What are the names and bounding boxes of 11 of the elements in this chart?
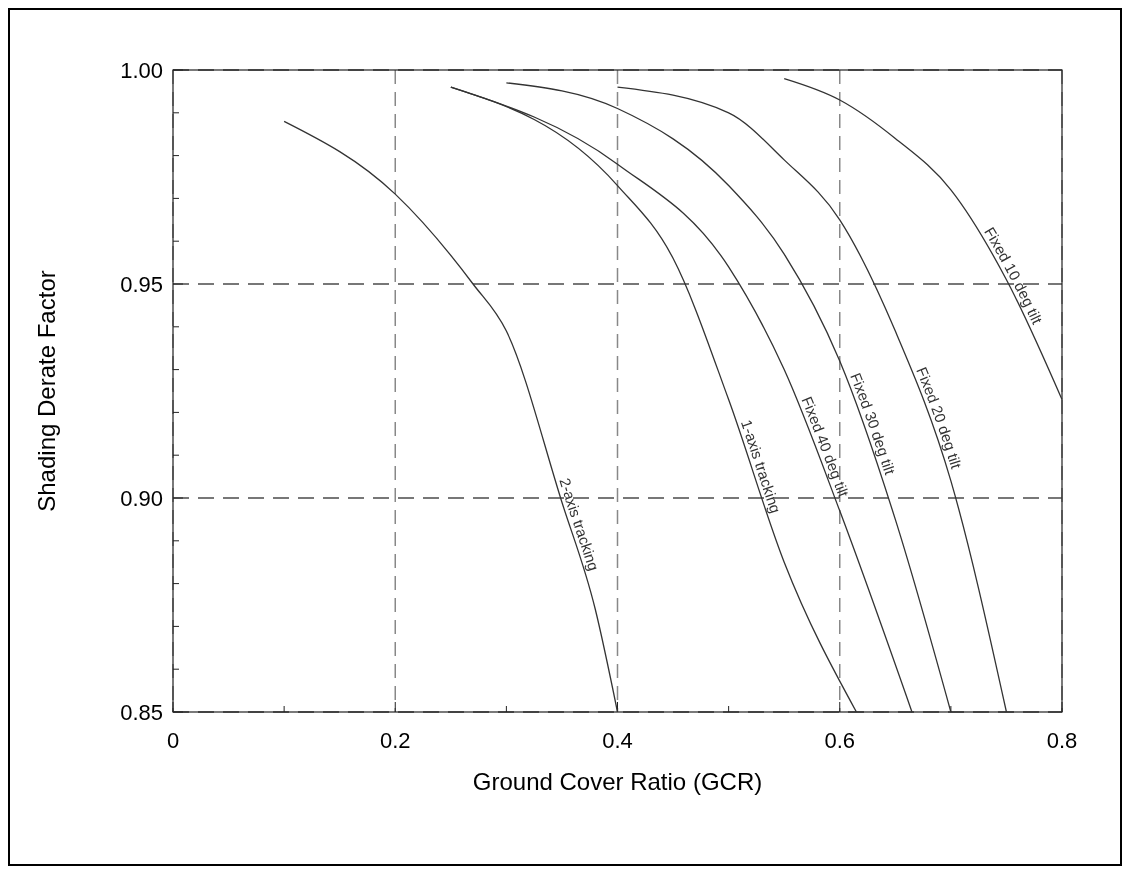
y-tick-label: 0.85 xyxy=(120,700,163,725)
x-tick-label: 0 xyxy=(166,728,180,753)
x-axis-title: Ground Cover Ratio (GCR) xyxy=(472,768,763,795)
y-tick-label: 0.90 xyxy=(120,486,163,511)
x-tick-label: 0.6 xyxy=(824,728,856,753)
y-tick-label: 0.95 xyxy=(120,272,163,297)
x-tick-label: 0.2 xyxy=(379,728,411,753)
y-axis-title: Shading Derate Factor xyxy=(33,270,60,512)
y-tick-label: 1.00 xyxy=(120,58,163,83)
x-tick-label: 0.8 xyxy=(1046,728,1078,753)
x-tick-label: 0.4 xyxy=(602,728,633,753)
